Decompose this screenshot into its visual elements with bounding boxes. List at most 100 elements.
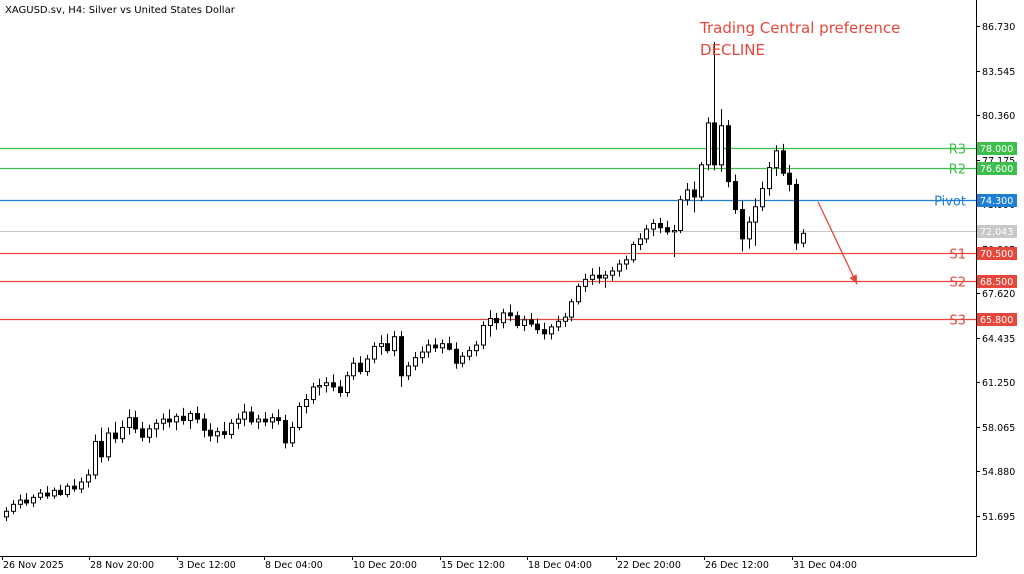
level-tag-text: 76.600 bbox=[980, 164, 1013, 175]
candle bbox=[174, 413, 179, 431]
x-tick-label: 31 Dec 04:00 bbox=[793, 560, 857, 571]
candle-body bbox=[127, 417, 132, 428]
candle-body bbox=[161, 418, 166, 424]
candle bbox=[297, 402, 302, 431]
candle bbox=[181, 407, 186, 425]
candle bbox=[222, 421, 227, 439]
candle-body bbox=[331, 382, 336, 388]
candle-body bbox=[154, 422, 159, 430]
candle-body bbox=[515, 315, 520, 326]
level-label-r2: R2 bbox=[949, 163, 966, 178]
candle-body bbox=[188, 413, 193, 421]
candle bbox=[324, 377, 329, 393]
candle bbox=[113, 421, 118, 443]
candle-body bbox=[263, 418, 268, 423]
candle-body bbox=[474, 344, 479, 352]
candle bbox=[569, 298, 574, 322]
level-tag-pivot bbox=[977, 194, 1017, 207]
candle bbox=[556, 315, 561, 332]
candle bbox=[563, 312, 568, 327]
candle bbox=[522, 315, 527, 332]
level-tag-s1 bbox=[977, 247, 1017, 260]
candle-body bbox=[256, 418, 261, 423]
candle-body bbox=[501, 312, 506, 324]
candle-body bbox=[726, 125, 731, 183]
candle bbox=[161, 413, 166, 431]
candle bbox=[317, 378, 322, 396]
level-tag-text: 65.800 bbox=[980, 315, 1013, 326]
candle-body bbox=[426, 344, 431, 353]
candle bbox=[263, 412, 268, 427]
candle-body bbox=[447, 343, 452, 350]
candle-body bbox=[597, 274, 602, 279]
forecast-arrow-line bbox=[817, 201, 858, 285]
plot-background bbox=[0, 0, 976, 556]
candle-body bbox=[215, 431, 220, 437]
candle-body bbox=[208, 429, 213, 437]
candle bbox=[583, 273, 588, 292]
candle bbox=[304, 393, 309, 414]
candle bbox=[72, 479, 77, 492]
candle bbox=[597, 266, 602, 284]
level-label-pivot: Pivot bbox=[934, 195, 966, 210]
candle-body bbox=[665, 227, 670, 233]
candle bbox=[140, 421, 145, 442]
candle bbox=[127, 409, 132, 435]
candle bbox=[712, 41, 717, 171]
candle bbox=[603, 271, 608, 288]
candle bbox=[99, 427, 104, 463]
candle-body bbox=[276, 417, 281, 421]
candle-body bbox=[365, 358, 370, 373]
candle-body bbox=[699, 164, 704, 198]
candle bbox=[106, 427, 111, 462]
candle bbox=[610, 266, 615, 281]
candle bbox=[501, 308, 506, 329]
candle-body bbox=[38, 492, 43, 498]
candle bbox=[787, 164, 792, 192]
candle-body bbox=[147, 428, 152, 438]
candle bbox=[290, 421, 295, 448]
candle bbox=[747, 216, 752, 249]
candle-body bbox=[249, 411, 254, 423]
candle-body bbox=[242, 411, 247, 420]
candle bbox=[508, 304, 513, 322]
y-tick-label: 67.620 bbox=[982, 289, 1015, 300]
level-tag-text: 68.500 bbox=[980, 277, 1013, 288]
candle-body bbox=[794, 183, 799, 244]
candle-body bbox=[65, 485, 70, 496]
candle-body bbox=[181, 415, 186, 421]
candle bbox=[488, 310, 493, 337]
candle-body bbox=[324, 382, 329, 387]
candle-body bbox=[774, 150, 779, 169]
candle bbox=[699, 162, 704, 202]
candle bbox=[65, 483, 70, 498]
candle-body bbox=[651, 223, 656, 230]
candle bbox=[692, 181, 697, 213]
candle-body bbox=[433, 344, 438, 349]
candle-body bbox=[120, 426, 125, 440]
candle-body bbox=[113, 432, 118, 440]
x-tick-label: 26 Nov 2025 bbox=[3, 560, 64, 571]
candle-body bbox=[167, 418, 172, 423]
candle bbox=[474, 340, 479, 357]
candle bbox=[154, 419, 159, 438]
candle-body bbox=[522, 319, 527, 326]
candle-body bbox=[202, 418, 207, 431]
candle bbox=[454, 342, 459, 369]
candle bbox=[535, 318, 540, 334]
candle-body bbox=[760, 188, 765, 208]
candle-body bbox=[658, 223, 663, 229]
candle-body bbox=[11, 503, 16, 512]
candle bbox=[433, 338, 438, 353]
candle-body bbox=[685, 189, 690, 201]
level-label-s1: S1 bbox=[949, 248, 966, 263]
candle bbox=[658, 217, 663, 234]
candle bbox=[460, 352, 465, 368]
candle-body bbox=[624, 259, 629, 265]
candle bbox=[494, 312, 499, 330]
level-tag-text: 70.500 bbox=[980, 249, 1013, 260]
candle-body bbox=[52, 489, 57, 497]
candle-body bbox=[372, 345, 377, 360]
x-tick-label: 8 Dec 04:00 bbox=[265, 560, 323, 571]
candle-body bbox=[351, 362, 356, 377]
